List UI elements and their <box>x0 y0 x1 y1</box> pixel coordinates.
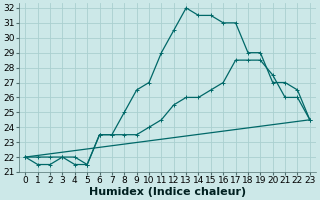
X-axis label: Humidex (Indice chaleur): Humidex (Indice chaleur) <box>89 187 246 197</box>
